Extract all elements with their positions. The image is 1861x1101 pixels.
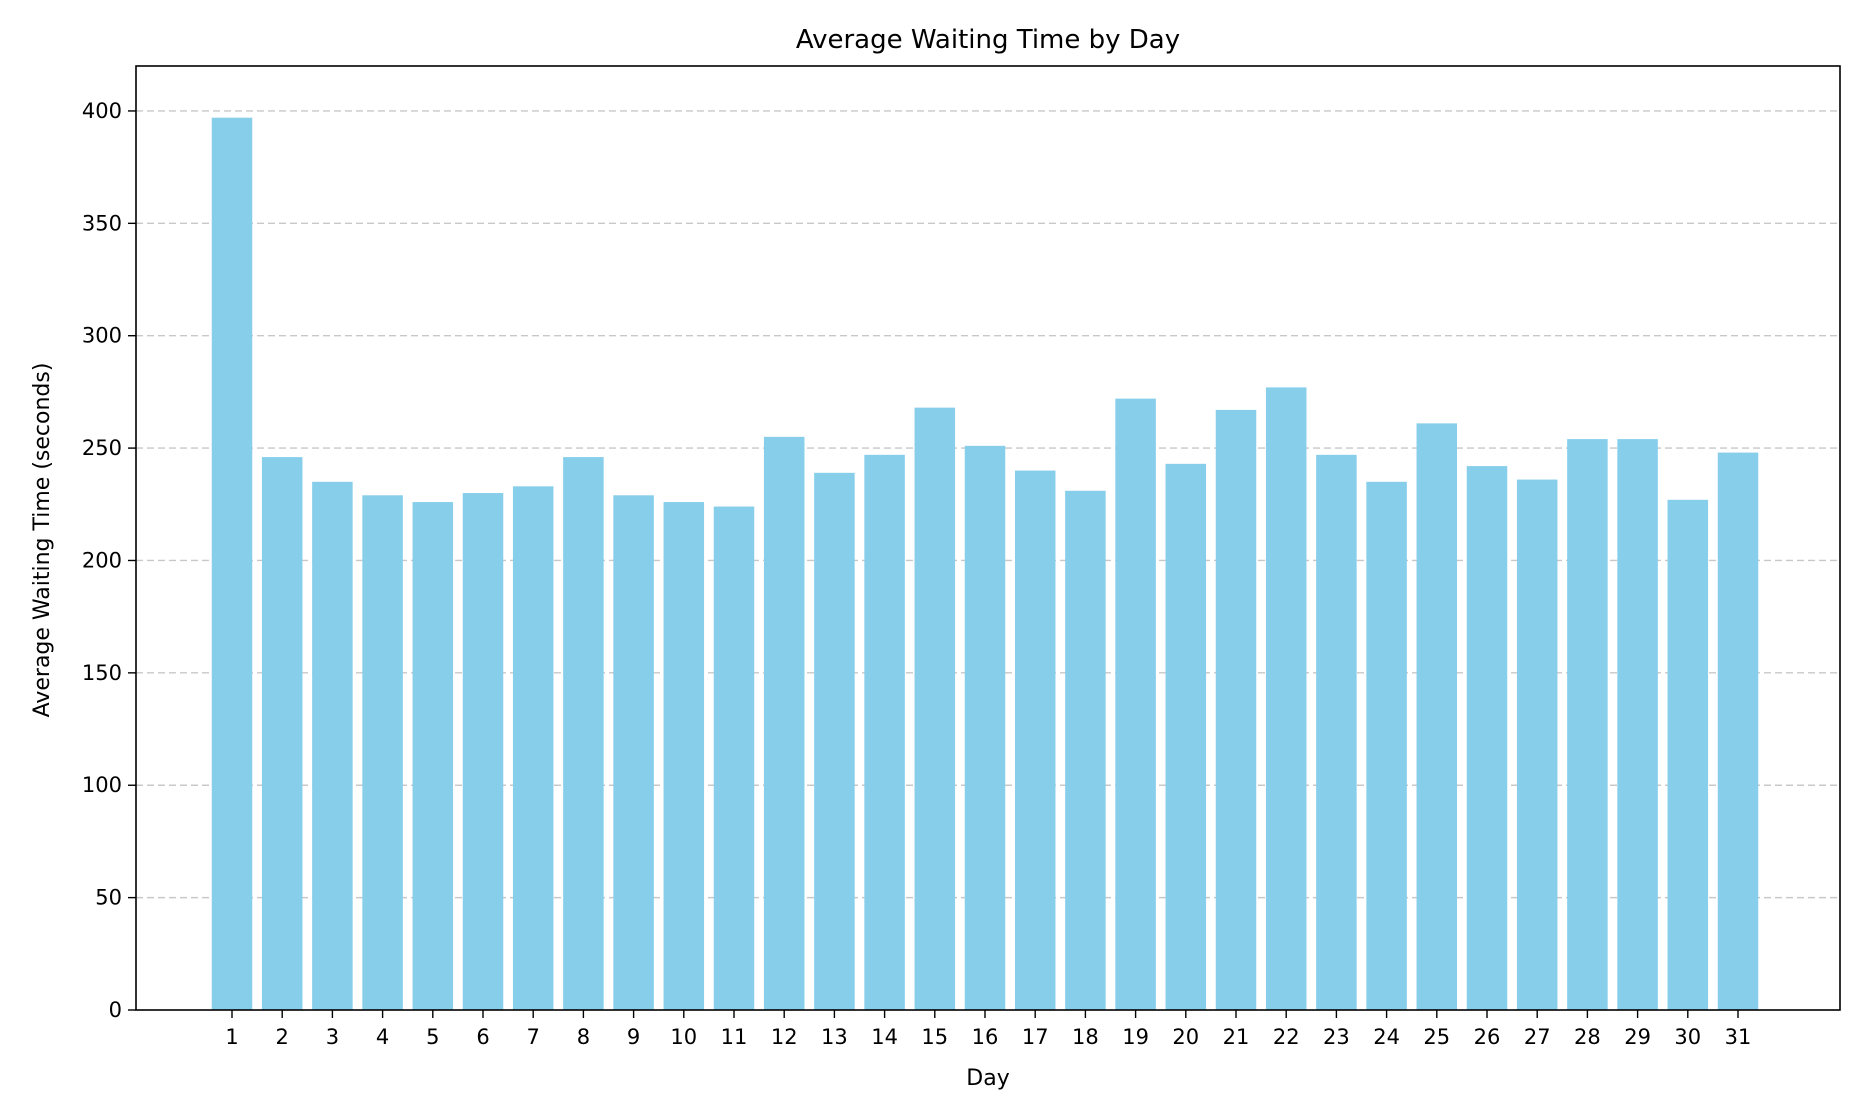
x-tick-label: 9 [627, 1025, 640, 1049]
x-tick-label: 20 [1172, 1025, 1199, 1049]
x-tick-label: 27 [1524, 1025, 1551, 1049]
x-tick-label: 30 [1674, 1025, 1701, 1049]
y-tick-label: 100 [82, 773, 122, 797]
y-tick-label: 50 [95, 886, 122, 910]
x-tick-label: 13 [821, 1025, 848, 1049]
bar-day-28 [1567, 439, 1608, 1011]
x-tick-label: 10 [670, 1025, 697, 1049]
bar-day-9 [613, 495, 654, 1010]
x-tick-label: 28 [1574, 1025, 1601, 1049]
x-tick-label: 23 [1323, 1025, 1350, 1049]
bar-day-18 [1065, 490, 1106, 1010]
x-axis-ticks: 1 2 3 4 5 6 7 8 9 10 11 12 13 14 15 16 17 18 19 20 21 22 23 24 2… [225, 1010, 1751, 1049]
bar-day-16 [964, 445, 1006, 1010]
bar-day-24 [1366, 481, 1407, 1010]
bar-day-19 [1115, 398, 1156, 1011]
x-tick-label: 19 [1122, 1025, 1149, 1049]
y-axis-ticks: 0 50 100 150 200 250 300 350 400 [82, 99, 136, 1022]
bar-day-12 [763, 436, 805, 1010]
x-tick-label: 7 [527, 1025, 540, 1049]
bar-day-26 [1466, 466, 1508, 1011]
x-tick-label: 16 [972, 1025, 999, 1049]
bar-day-23 [1316, 454, 1357, 1010]
x-tick-label: 25 [1423, 1025, 1450, 1049]
bar-day-11 [713, 506, 755, 1010]
x-tick-label: 8 [577, 1025, 590, 1049]
x-tick-label: 21 [1223, 1025, 1250, 1049]
y-tick-label: 250 [82, 436, 122, 460]
bar-day-14 [864, 454, 905, 1010]
plot-frame [135, 65, 1841, 1011]
bar-day-2 [261, 457, 303, 1011]
y-tick-label: 350 [82, 211, 122, 235]
x-tick-label: 14 [871, 1025, 898, 1049]
chart-title: Average Waiting Time by Day [796, 25, 1180, 55]
x-tick-label: 24 [1373, 1025, 1400, 1049]
bar-day-8 [563, 457, 604, 1011]
bar-day-21 [1215, 409, 1257, 1010]
bar-day-3 [312, 481, 353, 1010]
x-tick-label: 3 [326, 1025, 339, 1049]
bar-day-4 [362, 495, 403, 1010]
bar-day-1 [211, 117, 253, 1010]
x-tick-label: 29 [1624, 1025, 1651, 1049]
x-tick-label: 22 [1273, 1025, 1300, 1049]
bar-day-6 [462, 493, 504, 1010]
x-tick-label: 12 [771, 1025, 798, 1049]
bar-day-7 [512, 486, 554, 1010]
bar-day-10 [663, 502, 705, 1010]
y-tick-label: 300 [82, 324, 122, 348]
x-tick-label: 15 [921, 1025, 948, 1049]
bar-day-5 [412, 502, 454, 1010]
bar-day-22 [1265, 387, 1307, 1010]
bar-day-30 [1667, 499, 1709, 1010]
x-tick-label: 4 [376, 1025, 389, 1049]
bars [211, 117, 1759, 1011]
x-tick-label: 18 [1072, 1025, 1099, 1049]
y-tick-label: 0 [109, 998, 122, 1022]
bar-day-27 [1516, 479, 1558, 1010]
x-tick-label: 5 [426, 1025, 439, 1049]
bar-day-31 [1717, 452, 1759, 1011]
x-tick-label: 31 [1725, 1025, 1752, 1049]
x-tick-label: 26 [1474, 1025, 1501, 1049]
y-tick-label: 400 [82, 99, 122, 123]
bar-day-29 [1617, 439, 1658, 1011]
y-tick-label: 150 [82, 661, 122, 685]
x-tick-label: 2 [276, 1025, 289, 1049]
x-tick-label: 17 [1022, 1025, 1049, 1049]
bar-day-20 [1165, 463, 1207, 1010]
y-tick-label: 200 [82, 548, 122, 572]
x-axis-label: Day [966, 1066, 1009, 1091]
x-tick-label: 6 [476, 1025, 489, 1049]
bar-day-17 [1014, 470, 1056, 1011]
bar-day-13 [814, 472, 855, 1010]
x-tick-label: 1 [225, 1025, 238, 1049]
x-tick-label: 11 [721, 1025, 748, 1049]
y-axis-label: Average Waiting Time (seconds) [30, 363, 55, 718]
bar-day-25 [1416, 423, 1458, 1010]
bar-day-15 [914, 407, 956, 1011]
